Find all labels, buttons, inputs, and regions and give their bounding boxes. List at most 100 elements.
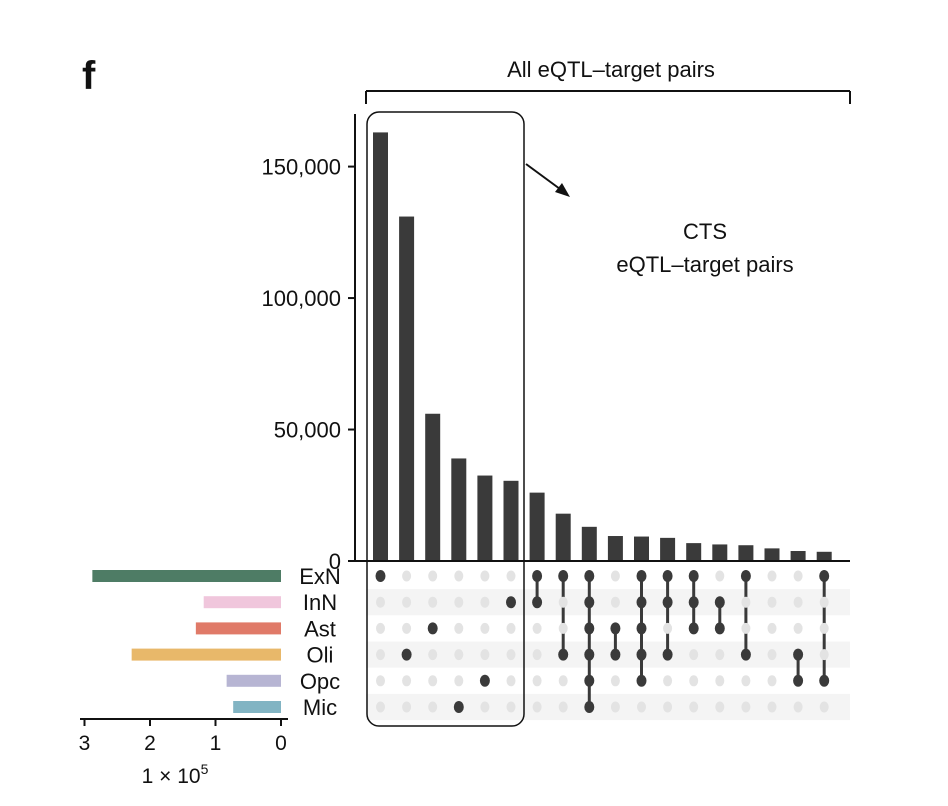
intersection-bar [373, 132, 388, 561]
row-stripe [366, 693, 850, 721]
membership-dot-filled [479, 674, 490, 687]
membership-dot-empty [819, 649, 829, 661]
intersection-bar [581, 526, 597, 561]
membership-dot-empty [741, 701, 751, 713]
set-label: InN [303, 590, 337, 615]
membership-dot-empty [428, 596, 438, 608]
bracket-label: All eQTL–target pairs [507, 57, 715, 82]
membership-dot-filled [740, 648, 751, 661]
membership-dot-empty [715, 570, 725, 582]
membership-dot-filled [427, 622, 438, 635]
membership-dot-empty [767, 701, 777, 713]
membership-dot-filled [636, 596, 647, 609]
membership-dot-filled [584, 701, 595, 713]
intersection-bar [529, 492, 545, 561]
membership-dot-filled [532, 570, 543, 582]
membership-dot-empty [480, 622, 490, 634]
membership-dot-empty [454, 675, 464, 687]
membership-dot-filled [532, 596, 543, 609]
membership-dot-empty [741, 675, 751, 687]
intersection-bar [790, 551, 806, 561]
row-stripe [366, 641, 850, 668]
membership-dot-filled [584, 622, 595, 635]
membership-dot-empty [610, 570, 620, 582]
membership-dot-empty [428, 570, 438, 582]
membership-dot-filled [636, 570, 647, 582]
membership-dot-empty [480, 570, 490, 582]
membership-dot-filled [714, 622, 725, 635]
membership-dot-empty [428, 675, 438, 687]
membership-dot-empty [819, 622, 829, 634]
set-size-bar [195, 622, 281, 635]
membership-dot-empty [793, 596, 803, 608]
panel-letter: f [82, 54, 96, 98]
membership-dot-empty [558, 622, 568, 634]
membership-dot-empty [558, 596, 568, 608]
membership-dot-filled [584, 570, 595, 582]
x-tick-label: 3 [79, 732, 91, 755]
membership-dot-filled [662, 596, 673, 609]
membership-dot-empty [428, 701, 438, 713]
membership-dot-empty [558, 675, 568, 687]
set-label: Mic [303, 695, 337, 720]
membership-dot-empty [454, 622, 464, 634]
membership-dot-empty [663, 622, 673, 634]
set-label: ExN [299, 564, 341, 589]
x-tick-label: 2 [144, 732, 156, 755]
intersection-bar [712, 544, 728, 561]
set-size-bars [92, 570, 281, 713]
annotation-line2: eQTL–target pairs [616, 252, 793, 277]
y-tick-label: 150,000 [261, 155, 341, 180]
x-tick-label: 1 [210, 732, 222, 755]
membership-dot-empty [454, 570, 464, 582]
annotation-line1: CTS [683, 219, 727, 244]
membership-dot-filled [793, 648, 804, 661]
membership-dot-empty [480, 649, 490, 661]
membership-dot-empty [402, 675, 412, 687]
cts-arrow [525, 163, 570, 197]
membership-dot-empty [506, 649, 516, 661]
membership-dot-empty [767, 596, 777, 608]
membership-dot-empty [610, 596, 620, 608]
membership-dot-filled [584, 674, 595, 687]
membership-dot-filled [401, 648, 412, 661]
intersection-bar [607, 536, 623, 561]
membership-dot-filled [714, 596, 725, 609]
set-size-bar [233, 701, 281, 713]
membership-dot-empty [741, 596, 751, 608]
intersection-bar [686, 543, 702, 561]
row-stripe [366, 589, 850, 616]
x-tick-label: 0 [275, 732, 287, 755]
membership-dot-empty [428, 649, 438, 661]
intersection-bar [738, 545, 754, 561]
membership-matrix [375, 570, 830, 713]
membership-dot-filled [793, 674, 804, 687]
membership-dot-empty [454, 596, 464, 608]
membership-dot-empty [637, 701, 646, 713]
membership-dot-filled [610, 648, 621, 661]
membership-dot-empty [819, 596, 829, 608]
all-pairs-bracket [365, 90, 851, 104]
intersection-bar [451, 458, 467, 561]
membership-dot-filled [688, 570, 699, 582]
membership-dot-empty [532, 675, 542, 687]
membership-dot-empty [532, 649, 542, 661]
membership-dot-empty [532, 622, 542, 634]
membership-dot-empty [506, 701, 516, 713]
membership-dot-empty [558, 701, 568, 713]
membership-dot-empty [793, 622, 803, 634]
membership-dot-filled [506, 596, 516, 609]
membership-dot-filled [636, 622, 647, 635]
membership-dot-empty [767, 675, 777, 687]
set-size-axis-label: 1 × 105 [142, 761, 209, 788]
membership-dot-filled [610, 622, 621, 635]
membership-dot-empty [402, 622, 412, 634]
membership-dot-filled [636, 648, 647, 661]
intersection-bar [660, 537, 676, 561]
membership-dot-empty [610, 701, 620, 713]
membership-dot-empty [506, 622, 516, 634]
matrix-row-stripes [366, 589, 850, 721]
membership-dot-empty [376, 701, 385, 713]
membership-dot-filled [584, 596, 595, 609]
